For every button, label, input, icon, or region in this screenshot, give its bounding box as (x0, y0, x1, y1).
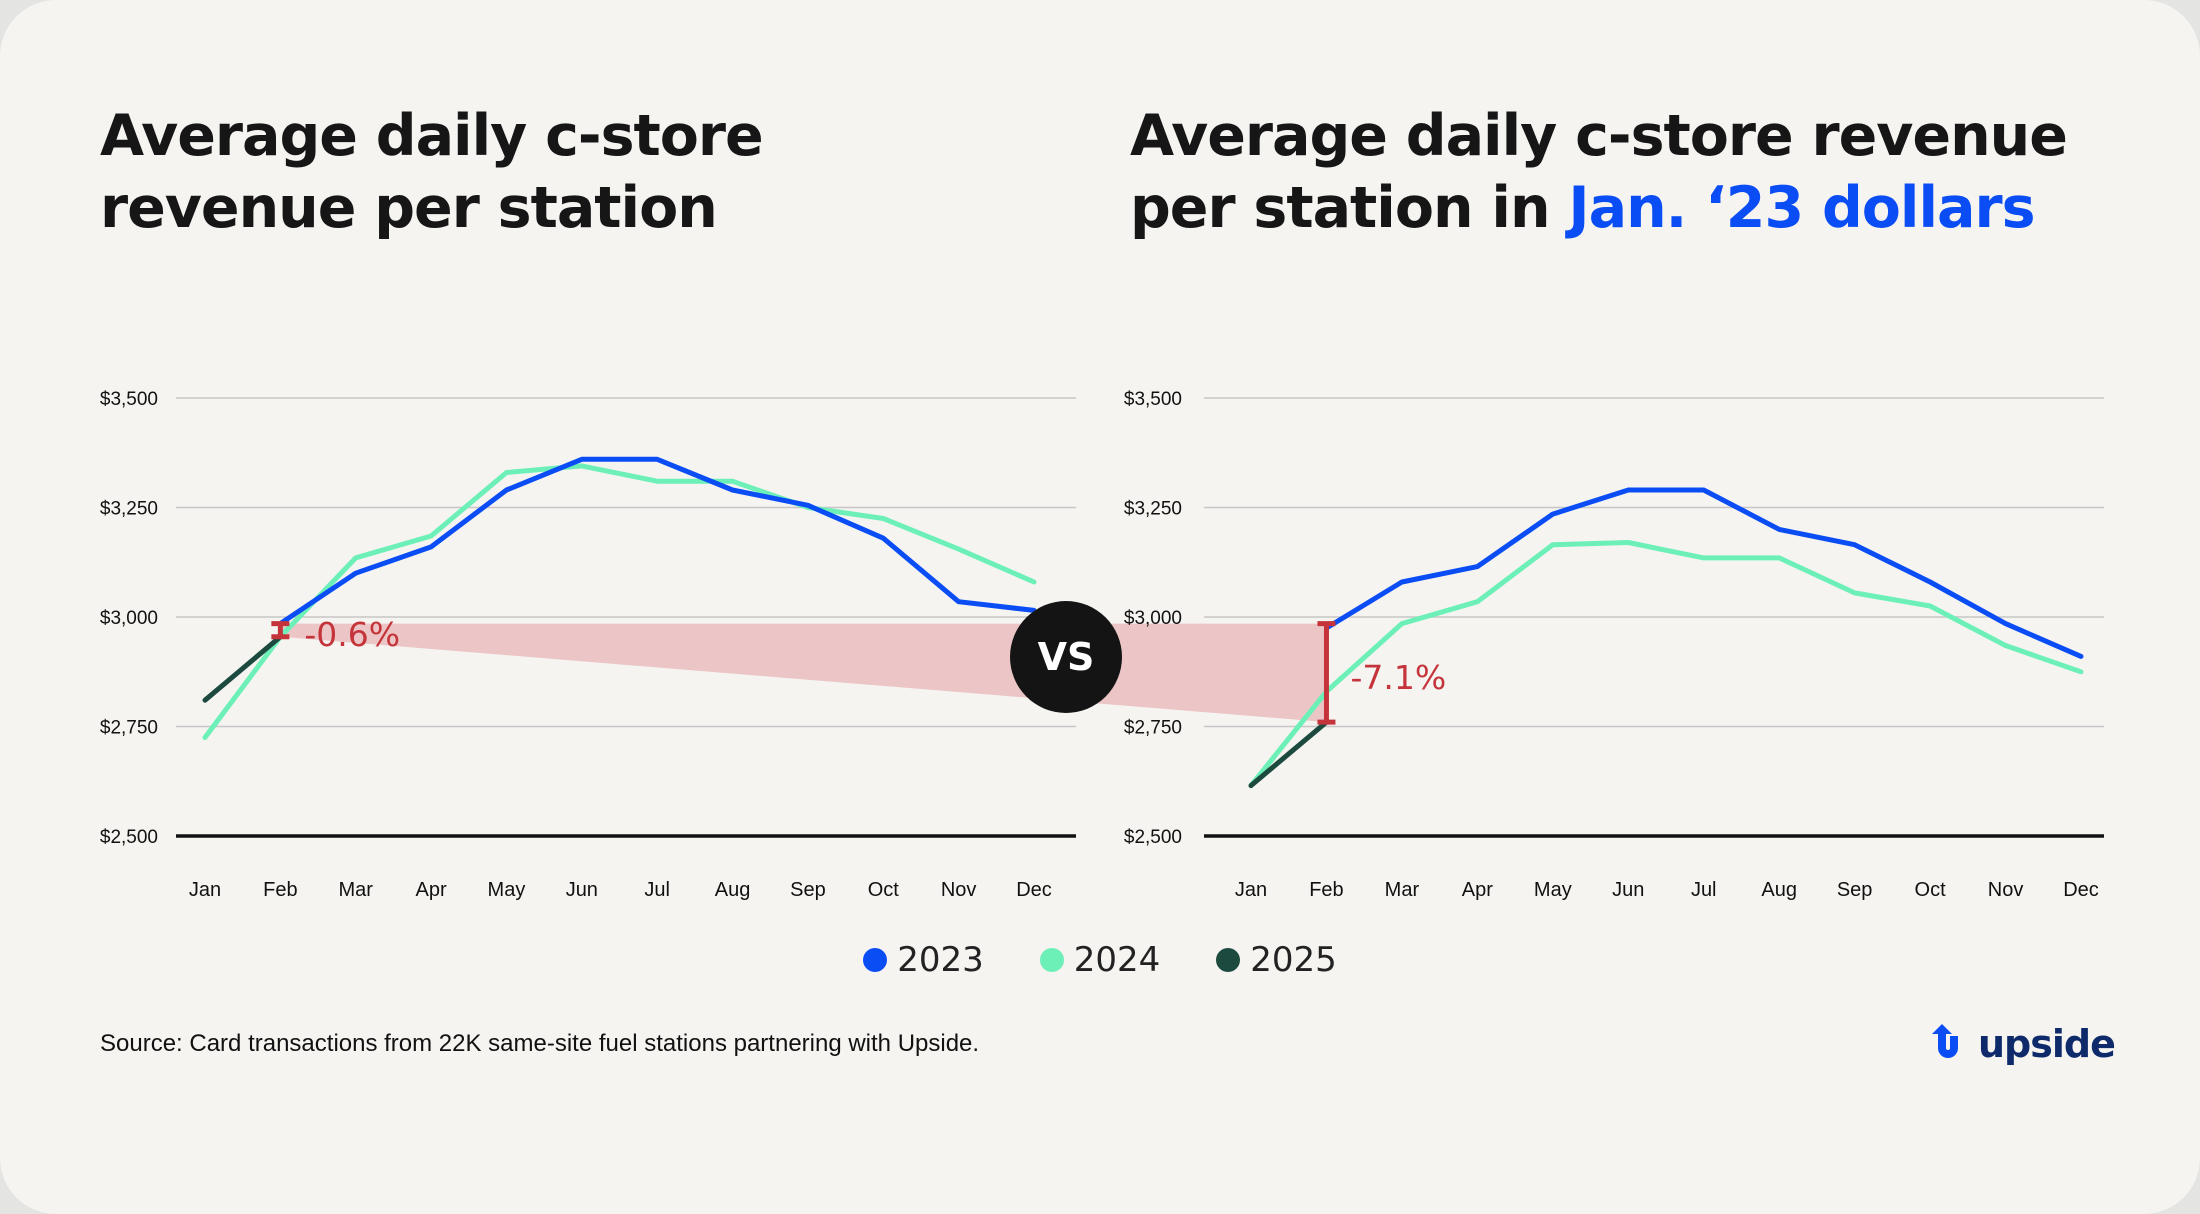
legend-dot-2025 (1216, 948, 1241, 972)
left-y-tick-label: $2,750 (100, 718, 158, 739)
legend-label-2024: 2024 (1073, 940, 1161, 980)
right-title-highlight: Jan. ‘23 dollars (1568, 175, 2035, 241)
source-note: Source: Card transactions from 22K same-… (100, 1030, 980, 1057)
vs-label: VS (1038, 635, 1095, 679)
left-y-tick-label: $2,500 (100, 827, 158, 848)
left-x-tick-label: Sep (790, 879, 826, 901)
upside-arrow-icon (1932, 1024, 1958, 1058)
comparison-band (280, 623, 1327, 723)
left-series-line-2025 (202, 634, 283, 703)
left-x-tick-label: Mar (339, 879, 374, 901)
right-title-main: Average daily c-store revenue per statio… (1130, 103, 2068, 241)
right-y-tick-label: $3,000 (1124, 608, 1182, 629)
legend: 2023 2024 2025 (0, 940, 2200, 980)
legend-item-2025: 2025 (1216, 940, 1337, 980)
right-x-tick-label: Mar (1385, 879, 1420, 901)
right-x-tick-label: Feb (1309, 879, 1343, 901)
upside-logo[interactable]: upside (1928, 1022, 2116, 1066)
right-y-tick-label: $3,250 (1124, 499, 1182, 520)
right-chart-title: Average daily c-store revenue per statio… (1130, 100, 2110, 244)
left-x-tick-label: Dec (1016, 879, 1052, 901)
right-x-tick-label: Apr (1462, 879, 1493, 901)
left-chart-title: Average daily c-store revenue per statio… (100, 103, 764, 241)
legend-item-2024: 2024 (1039, 940, 1161, 980)
left-x-tick-label: Apr (416, 879, 447, 901)
right-annotation-label: -7.1% (1350, 658, 1446, 697)
logo-text: upside (1978, 1022, 2116, 1066)
left-x-tick-label: May (488, 879, 526, 901)
legend-label-2025: 2025 (1250, 940, 1337, 980)
right-x-tick-label: Nov (1988, 879, 2024, 901)
legend-item-2023: 2023 (863, 940, 984, 980)
left-series-line-2023 (277, 456, 1037, 627)
legend-label-2023: 2023 (897, 940, 984, 980)
left-annotation-label: -0.6% (304, 615, 400, 654)
right-x-tick-label: Jun (1612, 879, 1644, 901)
left-series-line-2024 (202, 463, 1037, 740)
right-series-line-2023 (1324, 487, 2084, 659)
left-x-tick-label: Jul (644, 879, 670, 901)
left-y-tick-label: $3,000 (100, 608, 158, 629)
legend-dot-2023 (863, 948, 888, 972)
left-y-tick-label: $3,250 (100, 499, 158, 520)
left-chart: $2,500 $2,750 $3,000 $3,250 $3,500 Jan Feb Mar A… (100, 389, 1076, 901)
right-series-line-2025 (1248, 719, 1329, 789)
right-x-tick-label: Oct (1915, 879, 1947, 901)
vs-badge: VS (1010, 601, 1122, 713)
right-x-tick-label: Aug (1761, 879, 1797, 901)
right-x-tick-label: Dec (2063, 879, 2099, 901)
right-y-tick-label: $3,500 (1124, 389, 1182, 410)
right-series-line-2024 (1248, 540, 2084, 789)
left-x-tick-label: Oct (868, 879, 900, 901)
left-y-tick-label: $3,500 (100, 389, 158, 410)
right-y-tick-label: $2,750 (1124, 718, 1182, 739)
left-x-tick-label: Jun (566, 879, 598, 901)
vs-circle (1010, 601, 1122, 713)
right-y-tick-label: $2,500 (1124, 827, 1182, 848)
left-x-tick-label: Nov (941, 879, 977, 901)
right-chart: $2,500 $2,750 $3,000 $3,250 $3,500 Jan Feb Mar A… (1124, 389, 2104, 901)
right-x-tick-label: Jan (1235, 879, 1267, 901)
left-x-tick-label: Jan (189, 879, 221, 901)
comparison-band-layer (280, 623, 1327, 723)
right-x-tick-label: Sep (1837, 879, 1873, 901)
left-x-tick-label: Aug (715, 879, 751, 901)
left-x-tick-label: Feb (263, 879, 297, 901)
right-x-tick-label: May (1534, 879, 1572, 901)
legend-dot-2024 (1039, 948, 1064, 972)
right-x-tick-label: Jul (1691, 879, 1717, 901)
